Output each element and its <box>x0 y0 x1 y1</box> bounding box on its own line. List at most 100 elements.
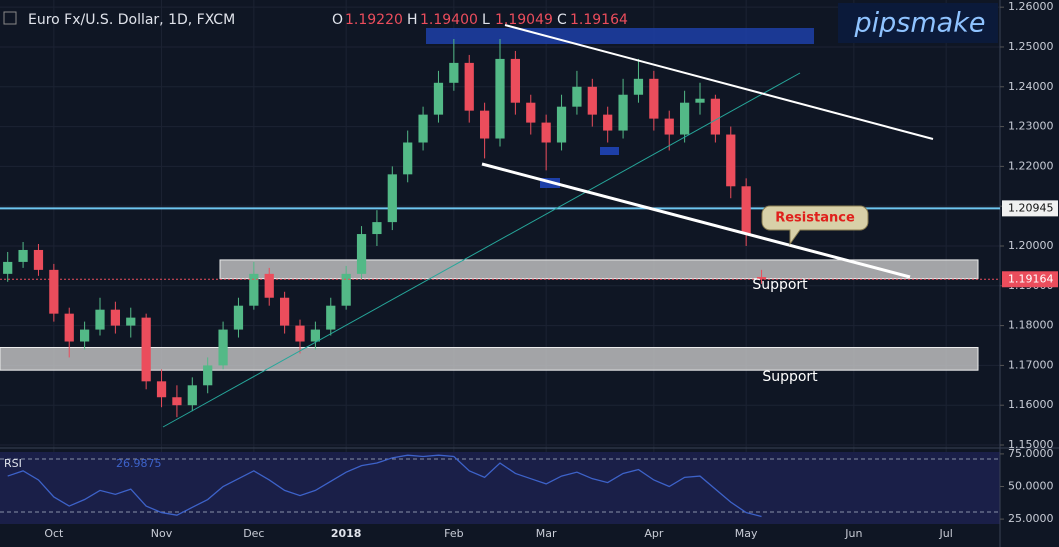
candle-body <box>126 317 136 326</box>
annotation: Support <box>762 369 818 385</box>
y-tick-label: 1.24000 <box>1008 80 1054 93</box>
candle-body <box>264 273 274 298</box>
candle-body <box>433 82 444 115</box>
x-tick-label: 2018 <box>331 527 362 540</box>
candle-body <box>3 261 13 274</box>
candle-body <box>649 78 659 119</box>
y-tick-label: 1.17000 <box>1008 358 1054 371</box>
candle-body <box>64 313 74 342</box>
y-tick-label: 1.22000 <box>1008 159 1054 172</box>
candle-body <box>680 102 690 135</box>
candle-body <box>326 305 336 330</box>
last-price-label: 1.19164 <box>1008 272 1054 285</box>
ohlc-key: C <box>557 12 567 28</box>
candle-body <box>110 309 120 326</box>
price-label: 1.20945 <box>1008 201 1054 214</box>
candle-body <box>356 234 367 274</box>
rsi-value: 26.9875 <box>116 457 162 470</box>
candle-body <box>618 94 628 131</box>
candle-body <box>726 134 736 187</box>
x-tick-label: Apr <box>644 527 664 540</box>
candle-body <box>449 62 459 83</box>
candle-body <box>756 277 767 280</box>
axes: 1.260001.250001.240001.230001.220001.210… <box>4 0 1058 540</box>
ohlc-key: O <box>332 12 343 28</box>
x-tick-label: Jul <box>939 527 953 540</box>
candle-body <box>295 325 305 342</box>
candle-body <box>510 58 520 103</box>
collapse-button[interactable] <box>3 11 17 25</box>
x-tick-label: May <box>735 527 758 540</box>
logo-bg <box>838 3 998 43</box>
candle-body <box>464 62 474 111</box>
y-tick-label: 1.16000 <box>1008 398 1054 411</box>
candles <box>0 39 1000 418</box>
candle-body <box>341 273 351 306</box>
y-tick-label: 1.15000 <box>1008 438 1054 451</box>
rsi-tick-label: 75.0000 <box>1008 447 1054 460</box>
candle-body <box>741 186 751 235</box>
y-tick-label: 1.26000 <box>1008 0 1054 13</box>
candle-body <box>33 249 44 270</box>
ohlc-key: L <box>482 12 490 28</box>
candle-body <box>203 365 213 386</box>
candle-body <box>403 142 413 175</box>
y-tick-label: 1.20000 <box>1008 239 1054 252</box>
candle-body <box>495 58 505 139</box>
ohlc-header: O 1.19220 H 1.19400 L 1.19049 C 1.19164 <box>332 12 628 28</box>
candle-body <box>418 114 428 143</box>
candle-body <box>95 309 105 330</box>
candle-body <box>572 86 582 107</box>
annotation: Resistance <box>775 211 855 226</box>
trend-line <box>504 24 934 140</box>
candle-body <box>156 381 167 398</box>
symbol-title[interactable]: Euro Fx/U.S. Dollar, 1D, FXCM <box>28 12 235 28</box>
candle-body <box>526 102 536 123</box>
rsi-tick-label: 50.0000 <box>1008 480 1054 493</box>
candle-body <box>603 114 613 131</box>
rsi-tick-label: 25.0000 <box>1008 512 1054 525</box>
candle-body <box>172 397 182 406</box>
rsi-name: RSI <box>4 457 22 470</box>
candle-body <box>233 305 244 330</box>
x-tick-label: Dec <box>243 527 264 540</box>
candle-body <box>218 329 228 366</box>
candle-body <box>541 122 551 143</box>
candle-body <box>664 118 674 135</box>
resistance-box <box>426 28 814 44</box>
candle-body <box>480 110 490 139</box>
trend-line <box>162 72 801 428</box>
y-tick-label: 1.25000 <box>1008 40 1054 53</box>
candle-body <box>387 174 397 223</box>
callout <box>761 205 869 246</box>
ohlc-value: 1.19400 <box>420 12 478 28</box>
support-zone <box>0 346 979 371</box>
candle-body <box>372 222 382 235</box>
ohlc-key: H <box>407 12 418 28</box>
logo: pipsmake <box>854 8 986 39</box>
support-zone <box>219 259 979 280</box>
candle-body <box>310 329 320 342</box>
candle-body <box>280 297 290 326</box>
x-tick-label: Oct <box>44 527 64 540</box>
candle-body <box>710 98 720 135</box>
x-tick-label: Jun <box>844 527 862 540</box>
annotation: Support <box>752 277 808 293</box>
y-tick-label: 1.23000 <box>1008 120 1054 133</box>
price-label-bg <box>1002 200 1058 217</box>
rsi-line <box>7 454 762 518</box>
ohlc-value: 1.19220 <box>345 12 403 28</box>
candle-body <box>695 98 705 103</box>
marker-box <box>600 147 619 155</box>
last-price-bg <box>1002 271 1058 288</box>
candle-body <box>18 249 28 262</box>
candle-body <box>49 269 59 314</box>
candle-body <box>556 106 567 143</box>
candle-body <box>633 78 644 95</box>
y-tick-label: 1.18000 <box>1008 319 1054 332</box>
trend-line <box>481 162 911 279</box>
ohlc-value: 1.19164 <box>570 12 628 28</box>
x-tick-label: Nov <box>151 527 173 540</box>
